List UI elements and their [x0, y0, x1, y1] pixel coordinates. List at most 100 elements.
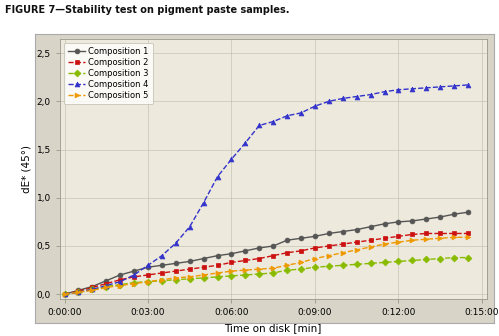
Composition 4 [298, 111, 304, 115]
Composition 1 [409, 219, 415, 223]
Composition 3 [131, 281, 137, 285]
Composition 4 [117, 280, 123, 284]
Composition 1 [75, 288, 81, 292]
Composition 1 [117, 273, 123, 277]
Composition 5 [326, 254, 332, 258]
Composition 2 [270, 254, 276, 258]
Text: FIGURE 7—Stability test on pigment paste samples.: FIGURE 7—Stability test on pigment paste… [5, 5, 289, 15]
Composition 2 [451, 232, 457, 236]
Composition 2 [284, 251, 290, 255]
Composition 1 [173, 261, 179, 265]
Composition 4 [159, 254, 165, 258]
Legend: Composition 1, Composition 2, Composition 3, Composition 4, Composition 5: Composition 1, Composition 2, Compositio… [64, 43, 153, 104]
Composition 5 [243, 268, 249, 272]
Composition 4 [368, 92, 374, 96]
Composition 2 [89, 286, 95, 290]
Composition 1 [298, 236, 304, 240]
Composition 1 [145, 265, 151, 269]
Composition 3 [256, 272, 262, 276]
Composition 4 [423, 86, 429, 90]
Composition 4 [437, 85, 443, 89]
Composition 3 [340, 263, 346, 267]
Composition 3 [270, 271, 276, 275]
Composition 2 [298, 249, 304, 253]
X-axis label: Time on disk [min]: Time on disk [min] [225, 323, 322, 333]
Composition 2 [145, 273, 151, 277]
Composition 2 [368, 238, 374, 242]
Composition 5 [312, 256, 318, 260]
Composition 4 [451, 84, 457, 88]
Composition 5 [395, 240, 401, 244]
Composition 2 [423, 232, 429, 236]
Composition 5 [187, 275, 193, 279]
Composition 2 [103, 282, 109, 286]
Composition 5 [298, 260, 304, 264]
Composition 2 [131, 275, 137, 279]
Composition 3 [117, 283, 123, 287]
Composition 4 [409, 87, 415, 91]
Composition 2 [61, 292, 67, 296]
Composition 4 [270, 120, 276, 124]
Composition 4 [382, 90, 388, 94]
Line: Composition 5: Composition 5 [62, 235, 471, 297]
Composition 1 [382, 222, 388, 226]
Composition 5 [451, 235, 457, 239]
Composition 1 [61, 292, 67, 296]
Composition 1 [312, 234, 318, 238]
Composition 3 [159, 279, 165, 283]
Composition 1 [187, 259, 193, 263]
Composition 1 [340, 229, 346, 234]
Composition 2 [75, 289, 81, 293]
Line: Composition 3: Composition 3 [62, 255, 471, 297]
Composition 2 [395, 234, 401, 238]
Composition 2 [312, 246, 318, 250]
Composition 2 [173, 269, 179, 273]
Composition 3 [75, 290, 81, 294]
Composition 3 [243, 273, 249, 277]
Composition 2 [117, 278, 123, 282]
Composition 2 [159, 271, 165, 275]
Composition 3 [89, 287, 95, 291]
Composition 5 [159, 278, 165, 282]
Composition 1 [89, 285, 95, 289]
Composition 3 [409, 258, 415, 262]
Composition 5 [117, 284, 123, 288]
Composition 4 [201, 201, 207, 205]
Composition 4 [61, 292, 67, 296]
Line: Composition 1: Composition 1 [62, 210, 471, 297]
Composition 3 [395, 259, 401, 263]
Composition 3 [368, 261, 374, 265]
Composition 5 [145, 280, 151, 284]
Composition 3 [215, 275, 221, 279]
Composition 4 [312, 104, 318, 108]
Composition 3 [201, 276, 207, 280]
Composition 4 [215, 174, 221, 178]
Composition 1 [326, 232, 332, 236]
Line: Composition 2: Composition 2 [62, 231, 471, 297]
Composition 1 [229, 252, 235, 256]
Composition 4 [340, 96, 346, 100]
Composition 4 [465, 83, 471, 87]
Composition 2 [326, 244, 332, 248]
Composition 1 [423, 217, 429, 221]
Composition 4 [173, 241, 179, 245]
Composition 5 [215, 271, 221, 275]
Composition 5 [340, 251, 346, 255]
Composition 2 [187, 267, 193, 271]
Composition 1 [159, 263, 165, 267]
Composition 3 [465, 256, 471, 260]
Composition 2 [465, 232, 471, 236]
Composition 4 [243, 141, 249, 145]
Composition 1 [131, 269, 137, 273]
Composition 3 [382, 260, 388, 264]
Composition 4 [256, 123, 262, 127]
Composition 3 [173, 278, 179, 282]
Composition 2 [409, 233, 415, 237]
Composition 5 [382, 242, 388, 246]
Composition 1 [437, 215, 443, 219]
Composition 5 [368, 245, 374, 249]
Composition 1 [256, 246, 262, 250]
Composition 5 [423, 237, 429, 241]
Composition 5 [89, 288, 95, 292]
Composition 5 [256, 267, 262, 271]
